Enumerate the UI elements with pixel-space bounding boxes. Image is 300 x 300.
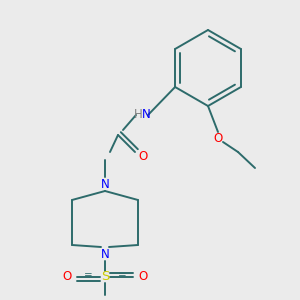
Text: S: S [101, 271, 109, 284]
Text: =: = [118, 270, 126, 280]
Text: O: O [138, 149, 148, 163]
Text: O: O [138, 271, 148, 284]
Text: O: O [62, 271, 72, 284]
Text: N: N [100, 178, 109, 191]
Text: H: H [134, 109, 142, 122]
Text: N: N [100, 248, 109, 262]
Text: O: O [213, 131, 223, 145]
Text: =: = [84, 270, 92, 280]
Text: N: N [142, 109, 150, 122]
